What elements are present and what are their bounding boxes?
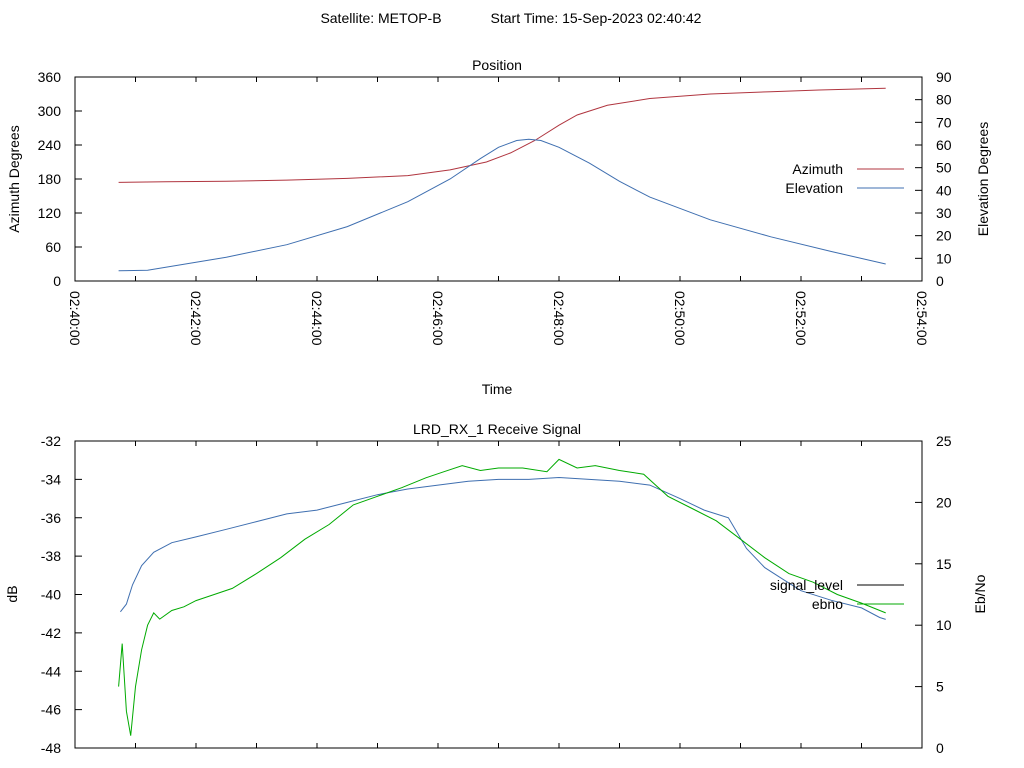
receive-chart-title: LRD_RX_1 Receive Signal xyxy=(413,421,581,437)
y-tick-label: -40 xyxy=(41,587,61,603)
y-tick-label: -32 xyxy=(41,433,61,449)
series-line-signal-level xyxy=(120,476,886,620)
position-chart: Position Time Azimuth Degrees Elevation … xyxy=(6,57,991,397)
receive-y2-axis-label: Eb/No xyxy=(972,574,988,613)
y-tick-label: 60 xyxy=(45,239,61,255)
y2-tick-label: 90 xyxy=(936,69,952,85)
position-y-axis-label: Azimuth Degrees xyxy=(6,125,22,232)
y-tick-label: -44 xyxy=(41,663,61,679)
x-tick-label: 02:40:00 xyxy=(67,291,83,346)
legend-label: Azimuth xyxy=(792,161,843,177)
y2-tick-label: 5 xyxy=(936,679,944,695)
y2-tick-label: 20 xyxy=(936,494,952,510)
series-line-ebno xyxy=(118,458,886,736)
satellite-label: Satellite: METOP-B xyxy=(320,10,441,26)
y-tick-label: 120 xyxy=(38,205,62,221)
y-tick-label: -38 xyxy=(41,548,61,564)
receive-signal-chart: LRD_RX_1 Receive Signal dB Eb/No -48 -46 -… xyxy=(4,421,988,756)
y2-tick-label: 0 xyxy=(936,273,944,289)
y2-tick-label: 10 xyxy=(936,250,952,266)
y2-tick-label: 80 xyxy=(936,92,952,108)
y2-tick-label: 40 xyxy=(936,182,952,198)
y-tick-label: -48 xyxy=(41,740,61,756)
y2-tick-label: 50 xyxy=(936,160,952,176)
y2-tick-label: 30 xyxy=(936,205,952,221)
x-tick-label: 02:54:00 xyxy=(914,291,930,346)
y2-tick-label: 15 xyxy=(936,556,952,572)
y2-tick-label: 10 xyxy=(936,617,952,633)
receive-plot-frame xyxy=(74,440,923,749)
x-tick-label: 02:48:00 xyxy=(551,291,567,346)
y-tick-label: -34 xyxy=(41,471,61,487)
position-plot-frame xyxy=(74,76,923,282)
x-tick-label: 02:44:00 xyxy=(309,291,325,346)
x-tick-label: 02:46:00 xyxy=(430,291,446,346)
y-tick-label: -46 xyxy=(41,702,61,718)
y-tick-label: 300 xyxy=(38,103,62,119)
position-chart-title: Position xyxy=(472,57,522,73)
y-tick-label: -36 xyxy=(41,510,61,526)
y-tick-label: -42 xyxy=(41,625,61,641)
y2-tick-label: 0 xyxy=(936,740,944,756)
legend-label: signal_level xyxy=(770,577,843,593)
y-tick-label: 360 xyxy=(38,69,62,85)
legend-label: Elevation xyxy=(785,180,843,196)
y2-tick-label: 70 xyxy=(936,114,952,130)
receive-y-axis-label: dB xyxy=(4,585,20,602)
series-line-elevation xyxy=(118,138,886,272)
y2-tick-label: 20 xyxy=(936,228,952,244)
y-tick-label: 240 xyxy=(38,137,62,153)
y2-tick-label: 60 xyxy=(936,137,952,153)
position-x-axis-label: Time xyxy=(482,381,513,397)
legend-label: ebno xyxy=(812,596,843,612)
start-time-label: Start Time: 15-Sep-2023 02:40:42 xyxy=(491,10,702,26)
y-tick-label: 180 xyxy=(38,171,62,187)
position-y2-axis-label: Elevation Degrees xyxy=(975,122,991,236)
y2-tick-label: 25 xyxy=(936,433,952,449)
x-tick-label: 02:42:00 xyxy=(188,291,204,346)
y-tick-label: 0 xyxy=(53,273,61,289)
x-tick-label: 02:50:00 xyxy=(672,291,688,346)
series-line-azimuth xyxy=(118,87,886,183)
x-tick-label: 02:52:00 xyxy=(793,291,809,346)
